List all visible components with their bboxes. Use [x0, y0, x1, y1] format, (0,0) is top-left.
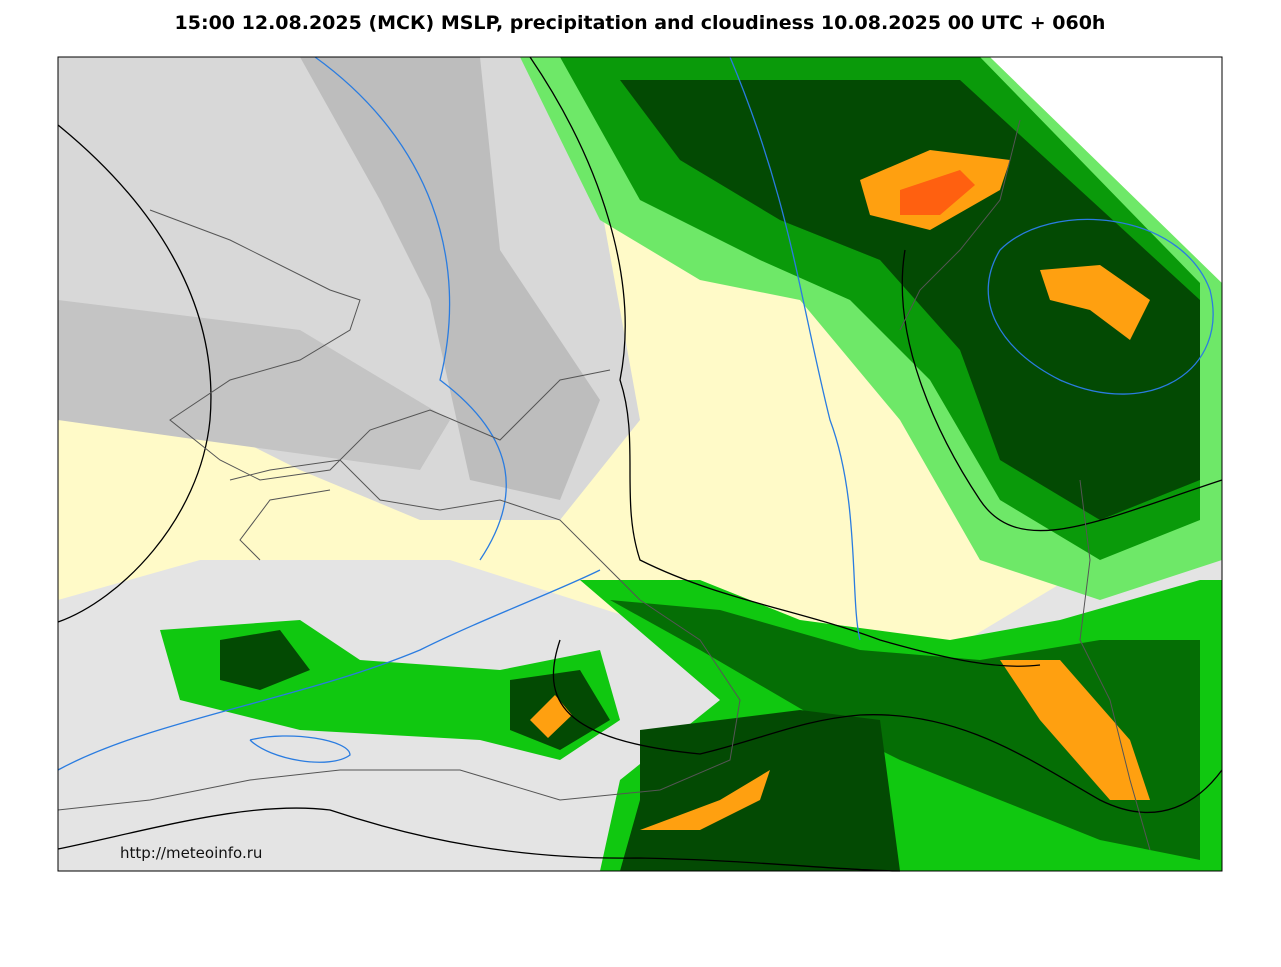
title: 15:00 12.08.2025 (МСК) MSLP, precipitati…: [175, 12, 1106, 34]
url: http://meteoinfo.ru: [120, 844, 262, 862]
map-field: [58, 57, 1222, 871]
coastlines: [57, 119, 1151, 851]
map-frame: [57, 56, 1223, 872]
isobars: [57, 56, 1223, 872]
